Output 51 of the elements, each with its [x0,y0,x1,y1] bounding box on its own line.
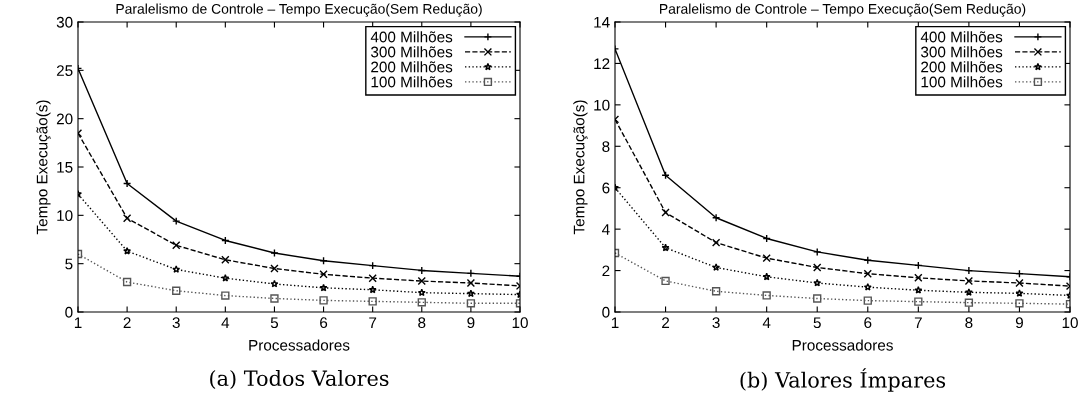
y-tick-label: 2 [602,265,610,277]
x-tick-label: 1 [611,317,619,328]
x-tick-label: 6 [864,317,872,329]
x-tick-label: 5 [270,317,279,329]
y-tick-label: 8 [602,141,610,152]
y-tick-label: 10 [57,210,73,222]
y-tick-label: 0 [602,306,610,318]
y-tick-label: 12 [594,58,610,69]
legend-label: 300 Milhões [370,46,453,58]
legend-label: 400 Milhões [920,31,1003,43]
legend-label: 100 Milhões [921,76,1003,88]
x-tick-label: 8 [965,317,973,329]
x-tick-label: 4 [762,317,771,328]
x-tick-label: 10 [1062,317,1078,329]
y-axis-title: Tempo Execução(s) [573,100,588,235]
x-tick-label: 9 [467,317,475,329]
text: (b) Valores Ímpares [740,368,946,392]
x-tick-label: 8 [418,317,426,329]
x-tick-label: 4 [221,317,230,328]
y-axis-title: Tempo Execução(s) [36,100,51,235]
chart-title: Paralelismo de Controle – Tempo Execução(Sem Redução) [116,3,482,17]
y-tick-label: 0 [65,306,73,318]
y-tick-label: 25 [56,65,73,77]
y-tick-label: 30 [56,16,73,28]
y-tick-label: 4 [601,224,610,235]
x-tick-label: 7 [914,317,922,328]
x-tick-label: 2 [662,317,670,328]
x-axis-title: Processadores [792,339,893,351]
x-tick-label: 3 [172,317,180,329]
legend-label: 400 Milhões [370,31,453,43]
y-tick-label: 20 [56,113,73,125]
legend-label: 200 Milhões [371,61,453,73]
x-tick-label: 7 [369,317,377,328]
x-tick-label: 3 [712,317,720,329]
legend-label: 100 Milhões [371,76,453,88]
chart-title: Paralelismo de Controle – Tempo Execução(Sem Redução) [660,3,1026,17]
y-tick-label: 6 [602,182,610,194]
legend-label: 200 Milhões [921,61,1003,73]
x-tick-label: 9 [1015,317,1023,329]
text: (a) Todos Valores [210,369,389,389]
y-tick-label: 14 [594,17,610,28]
y-tick-label: 15 [57,162,73,173]
x-axis-title: Processadores [249,339,350,351]
x-tick-label: 1 [74,317,82,328]
x-tick-label: 6 [320,317,328,329]
y-tick-label: 5 [65,258,73,270]
legend-label: 300 Milhões [920,46,1003,58]
x-tick-label: 2 [123,317,131,328]
y-tick-label: 10 [594,99,610,111]
x-tick-label: 5 [813,317,821,329]
x-tick-label: 10 [512,317,528,329]
